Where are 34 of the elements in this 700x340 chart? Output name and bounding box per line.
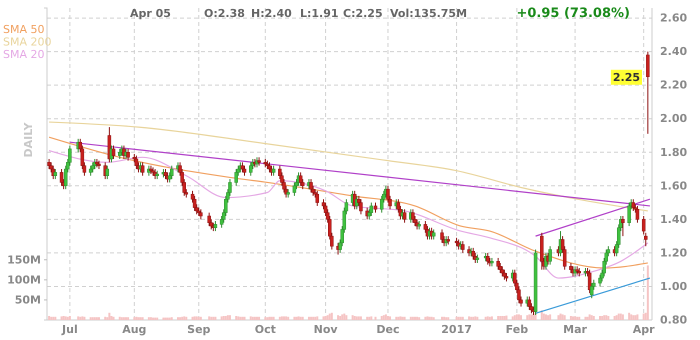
y-tick-label: 2.40 (660, 45, 688, 58)
annotation: +0.95 (73.08%) (516, 6, 630, 21)
y-tick-label: 1.80 (660, 146, 688, 159)
y-tick-label: 1.20 (660, 246, 688, 260)
y-tick-label: 2.20 (660, 78, 688, 92)
x-tick-label: Feb (506, 322, 528, 336)
x-tick-label: Dec (376, 322, 400, 336)
y-tick-label: 2.60 (660, 12, 688, 25)
x-tick-label: Sep (187, 322, 211, 336)
annotation: H:2.40 (251, 7, 292, 20)
annotation: Vol:135.75M (390, 7, 468, 20)
x-tick-label: Aug (122, 322, 146, 336)
annotation: 2.25 (612, 70, 640, 84)
y-tick-label: 2.00 (660, 112, 688, 126)
y2-tick-label: 50M (14, 293, 41, 306)
x-tick-label: Mar (563, 322, 588, 336)
text: SMA 50 (3, 23, 44, 36)
y-tick-label: 1.60 (660, 179, 688, 192)
annotation: O:2.38 (204, 7, 245, 20)
x-tick-label: Oct (254, 322, 276, 336)
annotation: C:2.25 (343, 7, 383, 20)
annotation: Apr 05 (130, 7, 171, 20)
y-tick-label: 0.80 (660, 314, 688, 327)
y-tick-label: 1.40 (660, 212, 688, 226)
x-tick-label: 2017 (441, 322, 472, 336)
x-tick-label: Jul (61, 322, 78, 336)
text: SMA 20 (3, 48, 44, 61)
x-tick-label: Apr (632, 322, 656, 336)
y2-tick-label: 150M (7, 253, 41, 266)
y-tick-label: 1.00 (660, 280, 688, 293)
text: SMA 200 (3, 36, 52, 48)
y2-tick-label: 100M (7, 273, 41, 286)
x-tick-label: Nov (314, 322, 338, 336)
annotation: L:1.91 (300, 7, 339, 20)
